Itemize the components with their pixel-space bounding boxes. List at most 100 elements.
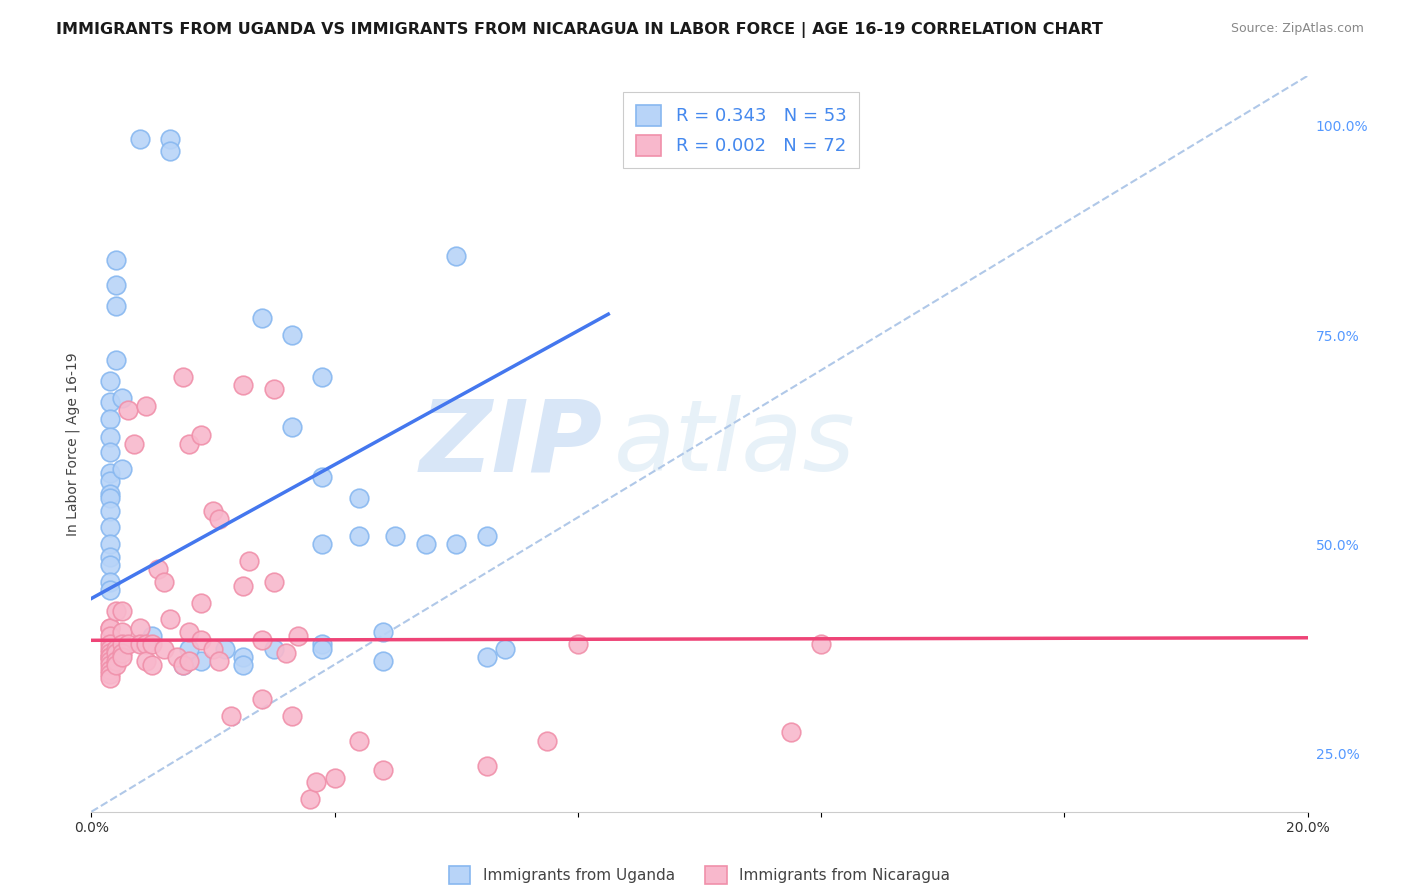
Point [104, 277, 127, 292]
Point [129, 637, 152, 651]
Point [311, 637, 333, 651]
Point [98, 574, 121, 589]
Point [281, 708, 304, 723]
Point [98, 374, 121, 388]
Point [135, 654, 157, 668]
Point [238, 554, 260, 568]
Point [98, 658, 121, 673]
Point [263, 383, 285, 397]
Point [373, 654, 395, 668]
Point [263, 641, 285, 656]
Point [190, 428, 212, 442]
Point [475, 529, 498, 543]
Point [415, 537, 437, 551]
Point [135, 399, 157, 413]
Point [159, 131, 181, 145]
Point [232, 658, 254, 673]
Point [98, 629, 121, 643]
Point [232, 650, 254, 665]
Point [274, 646, 297, 660]
Point [177, 436, 200, 450]
Point [311, 641, 333, 656]
Point [232, 579, 254, 593]
Point [98, 411, 121, 425]
Point [98, 537, 121, 551]
Point [166, 650, 188, 665]
Point [122, 436, 145, 450]
Point [263, 574, 285, 589]
Point [311, 369, 333, 384]
Point [177, 641, 200, 656]
Point [250, 633, 273, 648]
Point [104, 641, 127, 656]
Point [98, 637, 121, 651]
Point [104, 604, 127, 618]
Point [250, 311, 273, 326]
Point [287, 629, 309, 643]
Point [153, 574, 176, 589]
Point [153, 641, 176, 656]
Point [104, 299, 127, 313]
Point [172, 369, 194, 384]
Point [98, 621, 121, 635]
Point [98, 487, 121, 501]
Point [98, 395, 121, 409]
Point [311, 537, 333, 551]
Point [190, 633, 212, 648]
Point [98, 666, 121, 681]
Text: atlas: atlas [614, 395, 856, 492]
Point [111, 637, 134, 651]
Point [117, 637, 139, 651]
Point [98, 520, 121, 534]
Point [202, 503, 225, 517]
Text: IMMIGRANTS FROM UGANDA VS IMMIGRANTS FROM NICARAGUA IN LABOR FORCE | AGE 16-19 C: IMMIGRANTS FROM UGANDA VS IMMIGRANTS FRO… [56, 22, 1104, 38]
Point [779, 725, 801, 739]
Point [475, 758, 498, 772]
Point [177, 624, 200, 639]
Point [98, 663, 121, 677]
Point [232, 378, 254, 392]
Point [536, 733, 558, 747]
Point [172, 658, 194, 673]
Point [98, 445, 121, 459]
Point [98, 650, 121, 665]
Point [177, 654, 200, 668]
Point [373, 763, 395, 777]
Point [250, 691, 273, 706]
Point [104, 658, 127, 673]
Point [111, 462, 134, 476]
Point [172, 658, 194, 673]
Point [148, 562, 170, 576]
Point [141, 658, 163, 673]
Point [98, 430, 121, 444]
Point [214, 641, 236, 656]
Point [299, 792, 322, 806]
Point [104, 353, 127, 368]
Point [347, 529, 370, 543]
Point [281, 420, 304, 434]
Point [141, 637, 163, 651]
Point [98, 671, 121, 685]
Point [311, 470, 333, 484]
Point [159, 612, 181, 626]
Point [98, 641, 121, 656]
Point [323, 771, 346, 786]
Text: ZIP: ZIP [419, 395, 602, 492]
Point [98, 466, 121, 480]
Point [190, 654, 212, 668]
Point [111, 391, 134, 405]
Point [104, 252, 127, 267]
Point [444, 249, 467, 263]
Point [129, 131, 152, 145]
Point [347, 491, 370, 505]
Point [347, 733, 370, 747]
Point [281, 328, 304, 343]
Point [208, 654, 231, 668]
Point [117, 403, 139, 417]
Point [190, 596, 212, 610]
Point [111, 646, 134, 660]
Point [129, 621, 152, 635]
Point [219, 708, 242, 723]
Point [111, 624, 134, 639]
Point [104, 654, 127, 668]
